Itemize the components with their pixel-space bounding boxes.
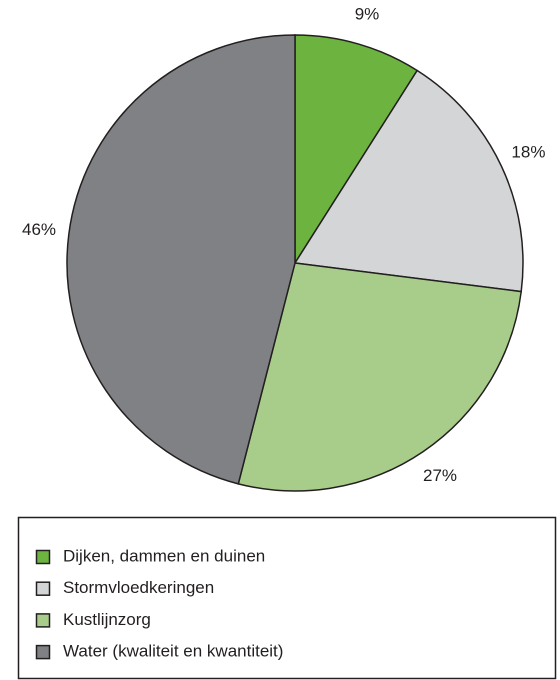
value-label: 27% xyxy=(423,466,457,485)
legend-label: Kustlijnzorg xyxy=(63,610,151,629)
pie-slice xyxy=(66,34,296,485)
legend-swatch xyxy=(35,549,51,565)
legend-box xyxy=(17,516,557,680)
legend-label: Stormvloedkeringen xyxy=(63,578,214,597)
legend-swatch xyxy=(35,644,51,660)
value-label: 9% xyxy=(355,5,380,24)
pie-slice xyxy=(293,69,524,293)
value-label: 46% xyxy=(22,220,56,239)
legend-swatch xyxy=(35,613,51,628)
pie-slice xyxy=(237,262,523,492)
pie-slice xyxy=(294,34,419,266)
legend-swatch xyxy=(35,581,51,596)
legend-label: Dijken, dammen en duinen xyxy=(63,546,265,565)
value-label: 18% xyxy=(511,143,545,162)
legend-label: Water (kwaliteit en kwantiteit) xyxy=(63,642,283,661)
